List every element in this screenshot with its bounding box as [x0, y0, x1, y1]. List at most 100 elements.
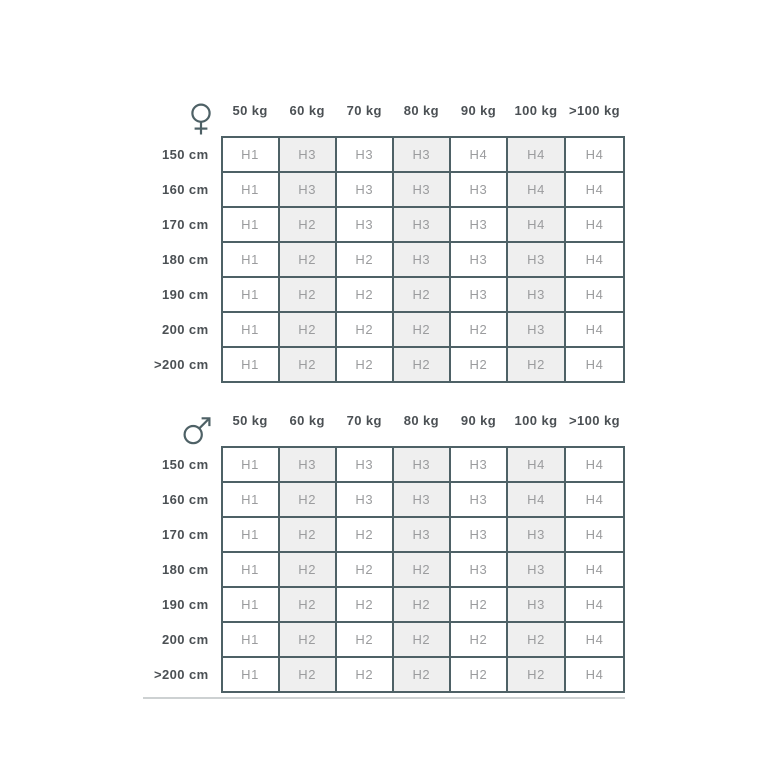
size-cell: H2 — [277, 656, 337, 693]
size-chart: 50 kg 60 kg 70 kg 80 kg 90 kg 100 kg >100 kg 1… — [143, 92, 626, 699]
weight-column-header: 50 kg — [232, 102, 268, 118]
size-cell: H1 — [220, 481, 280, 518]
size-cell: H4 — [563, 551, 626, 588]
size-cell: H2 — [277, 621, 337, 658]
size-cell: H2 — [391, 346, 451, 383]
size-cell: H1 — [220, 136, 280, 173]
size-cell: H1 — [220, 551, 280, 588]
size-cell: H1 — [220, 656, 280, 693]
size-cell: H2 — [391, 586, 451, 623]
female-symbol-cell — [143, 92, 222, 137]
size-cell: H4 — [563, 241, 626, 278]
size-cell: H2 — [391, 621, 451, 658]
size-cell: H3 — [391, 171, 451, 208]
size-cell: H3 — [448, 276, 509, 313]
size-cell: H1 — [220, 311, 280, 348]
size-cell: H3 — [448, 516, 509, 553]
table-row: 170 cm H1 H2 H2 H3 H3 H3 H4 — [143, 516, 626, 553]
size-cell: H2 — [334, 621, 394, 658]
size-cell: H3 — [334, 136, 394, 173]
size-cell: H3 — [506, 516, 566, 553]
size-cell: H3 — [506, 276, 566, 313]
table-row: 180 cm H1 H2 H2 H2 H3 H3 H4 — [143, 551, 626, 588]
size-cell: H2 — [391, 311, 451, 348]
size-cell: H4 — [563, 621, 626, 658]
size-cell: H2 — [506, 346, 566, 383]
weight-column-header: 50 kg — [232, 412, 268, 428]
weight-column-header: 60 kg — [289, 412, 325, 428]
height-row-label: 170 cm — [162, 217, 209, 232]
size-cell: H3 — [506, 311, 566, 348]
size-cell: H2 — [334, 311, 394, 348]
size-cell: H3 — [334, 171, 394, 208]
size-cell: H4 — [563, 481, 626, 518]
female-symbol-icon — [190, 103, 211, 135]
height-row-label: 180 cm — [162, 562, 209, 577]
size-cell: H2 — [391, 551, 451, 588]
size-cell: H2 — [334, 346, 394, 383]
size-cell: H4 — [506, 171, 566, 208]
table-row: 160 cm H1 H2 H3 H3 H3 H4 H4 — [143, 481, 626, 518]
male-header-row: 50 kg 60 kg 70 kg 80 kg 90 kg 100 kg >100 kg — [143, 402, 624, 447]
size-cell: H3 — [391, 241, 451, 278]
size-cell: H4 — [563, 516, 626, 553]
size-cell: H3 — [448, 481, 509, 518]
female-size-grid: 50 kg 60 kg 70 kg 80 kg 90 kg 100 kg >100 kg 1… — [143, 92, 626, 383]
male-symbol-cell — [143, 402, 222, 447]
size-cell: H1 — [220, 241, 280, 278]
size-cell: H1 — [220, 276, 280, 313]
size-cell: H1 — [220, 586, 280, 623]
size-cell: H2 — [448, 621, 509, 658]
table-row: 180 cm H1 H2 H2 H3 H3 H3 H4 — [143, 241, 626, 278]
size-cell: H2 — [334, 586, 394, 623]
height-row-label: 200 cm — [162, 322, 209, 337]
size-cell: H2 — [391, 656, 451, 693]
size-cell: H4 — [563, 206, 626, 243]
height-row-label: 160 cm — [162, 182, 209, 197]
weight-column-header: 100 kg — [514, 412, 558, 428]
size-cell: H2 — [448, 656, 509, 693]
size-cell: H2 — [277, 346, 337, 383]
size-cell: H1 — [220, 516, 280, 553]
size-cell: H2 — [334, 276, 394, 313]
size-cell: H2 — [448, 311, 509, 348]
size-cell: H2 — [334, 656, 394, 693]
size-cell: H3 — [277, 136, 337, 173]
size-cell: H1 — [220, 346, 280, 383]
weight-column-header: 70 kg — [346, 412, 382, 428]
size-cell: H2 — [506, 621, 566, 658]
table-row: 200 cm H1 H2 H2 H2 H2 H3 H4 — [143, 311, 626, 348]
height-row-label: 150 cm — [162, 147, 209, 162]
size-cell: H3 — [506, 551, 566, 588]
male-size-table: 50 kg 60 kg 70 kg 80 kg 90 kg 100 kg >100 kg 1… — [143, 402, 626, 693]
size-cell: H4 — [506, 481, 566, 518]
bottom-divider — [143, 697, 625, 699]
size-cell: H3 — [391, 446, 451, 483]
table-row: 200 cm H1 H2 H2 H2 H2 H2 H4 — [143, 621, 626, 658]
size-cell: H2 — [277, 241, 337, 278]
table-row: 170 cm H1 H2 H3 H3 H3 H4 H4 — [143, 206, 626, 243]
size-cell: H4 — [563, 346, 626, 383]
size-cell: H4 — [506, 136, 566, 173]
height-row-label: 200 cm — [162, 632, 209, 647]
size-cell: H2 — [334, 241, 394, 278]
size-cell: H4 — [448, 136, 509, 173]
table-row: >200 cm H1 H2 H2 H2 H2 H2 H4 — [143, 346, 626, 383]
size-cell: H3 — [448, 241, 509, 278]
size-cell: H3 — [506, 586, 566, 623]
weight-column-header: 80 kg — [403, 102, 439, 118]
height-row-label: 170 cm — [162, 527, 209, 542]
size-cell: H3 — [334, 206, 394, 243]
size-cell: H1 — [220, 171, 280, 208]
weight-column-header: 100 kg — [514, 102, 558, 118]
weight-column-header: 90 kg — [460, 102, 497, 118]
size-cell: H2 — [277, 551, 337, 588]
height-row-label: 160 cm — [162, 492, 209, 507]
height-row-label: 190 cm — [162, 597, 209, 612]
size-cell: H2 — [277, 276, 337, 313]
table-row: 190 cm H1 H2 H2 H2 H2 H3 H4 — [143, 586, 626, 623]
table-row: 160 cm H1 H3 H3 H3 H3 H4 H4 — [143, 171, 626, 208]
table-row: >200 cm H1 H2 H2 H2 H2 H2 H4 — [143, 656, 626, 693]
male-symbol-icon — [183, 417, 211, 445]
size-cell: H4 — [563, 656, 626, 693]
